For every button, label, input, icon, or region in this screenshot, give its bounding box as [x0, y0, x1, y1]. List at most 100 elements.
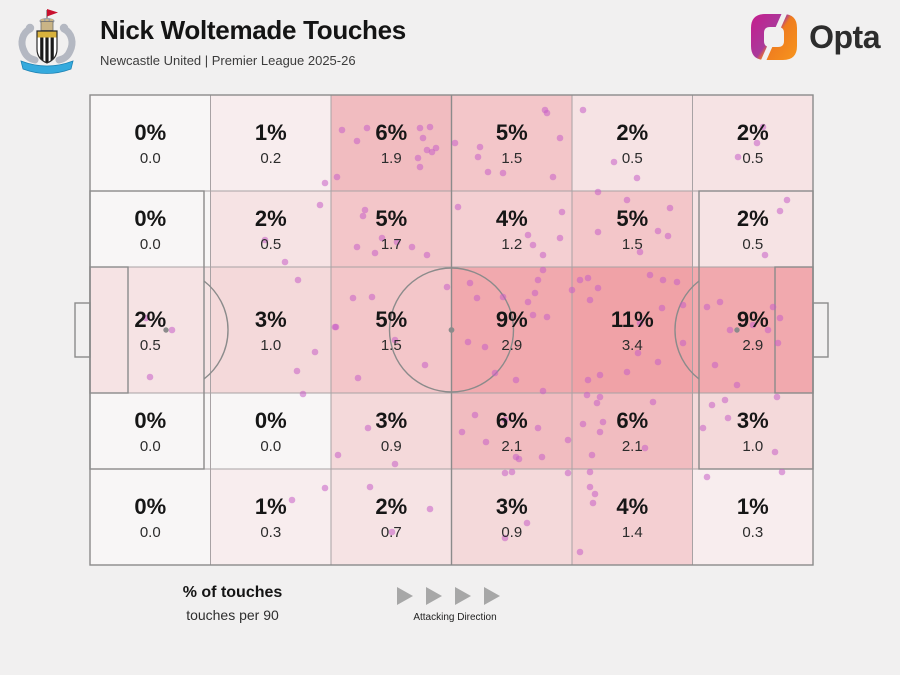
touch-dot	[556, 234, 564, 242]
touch-dot	[721, 396, 729, 404]
touch-dot	[529, 311, 537, 319]
touch-dot	[539, 387, 547, 395]
zone-cell	[210, 468, 332, 566]
touch-dot	[549, 173, 557, 181]
touch-dot	[414, 154, 422, 162]
zone-cell	[692, 190, 814, 268]
touch-dot	[594, 228, 602, 236]
touch-dot	[524, 298, 532, 306]
touch-dot	[539, 266, 547, 274]
touch-dot	[146, 373, 154, 381]
touch-dot	[359, 212, 367, 220]
zone-pct-label: 9%	[496, 307, 528, 332]
touch-dot	[776, 207, 784, 215]
right-penalty-spot	[734, 327, 740, 333]
touch-dot	[311, 348, 319, 356]
zone-pct-label: 6%	[496, 408, 528, 433]
touch-dot	[281, 258, 289, 266]
touch-dot	[641, 444, 649, 452]
zone-cell	[451, 392, 573, 470]
touch-dot	[588, 451, 596, 459]
zone-pct-label: 9%	[737, 307, 769, 332]
touch-dot	[393, 238, 401, 246]
touch-dot	[666, 204, 674, 212]
zone-per90-label: 0.0	[140, 524, 161, 541]
touch-dot	[354, 374, 362, 382]
zone-cell	[89, 94, 211, 192]
zone-per90-label: 0.0	[140, 438, 161, 455]
touch-dot	[711, 361, 719, 369]
zone-cell	[451, 266, 573, 394]
touch-dot	[364, 424, 372, 432]
attacking-direction-arrow-icon	[397, 587, 413, 605]
attacking-direction-label: Attacking Direction	[413, 612, 497, 623]
touch-dot	[664, 232, 672, 240]
touch-dot	[474, 153, 482, 161]
touch-dot	[596, 393, 604, 401]
touch-dot	[501, 469, 509, 477]
zone-cell	[330, 190, 452, 268]
opta-wordmark: Opta	[809, 18, 880, 55]
zone-per90-label: 0.5	[742, 236, 763, 253]
touch-dot	[634, 349, 642, 357]
attacking-direction-legend: Attacking Direction	[380, 586, 530, 623]
zone-per90-label: 0.5	[260, 236, 281, 253]
touch-dot	[654, 227, 662, 235]
touch-dots	[142, 106, 791, 556]
touch-dot	[499, 169, 507, 177]
touch-dot	[293, 367, 301, 375]
zone-cell	[692, 94, 814, 192]
touch-dot	[168, 326, 176, 334]
legend-pct-label: % of touches	[182, 584, 283, 601]
touch-dot	[501, 416, 509, 424]
touch-dot	[391, 336, 399, 344]
touch-dot	[416, 163, 424, 171]
zone-cells	[89, 94, 814, 566]
touch-dot	[539, 251, 547, 259]
touch-dot	[659, 276, 667, 284]
touch-dot	[556, 134, 564, 142]
zone-per90-label: 2.1	[622, 438, 643, 455]
zone-per90-label: 1.9	[381, 150, 402, 167]
zone-per90-label: 1.0	[260, 337, 281, 354]
touch-dot	[589, 499, 597, 507]
zone-cell	[210, 94, 332, 192]
zone-cell	[330, 94, 452, 192]
touch-dot	[636, 319, 644, 327]
touch-dot	[679, 301, 687, 309]
zone-per90-label: 0.3	[260, 524, 281, 541]
touch-dot	[708, 401, 716, 409]
attacking-direction-arrow-icon	[455, 587, 471, 605]
zone-per90-label: 0.0	[140, 150, 161, 167]
zone-cell	[692, 266, 814, 394]
touch-dot	[761, 251, 769, 259]
touch-dot	[646, 271, 654, 279]
touch-dot	[321, 484, 329, 492]
zone-pct-label: 6%	[375, 120, 407, 145]
zone-cell	[210, 392, 332, 470]
left-six-yard-box	[89, 266, 129, 394]
touch-dot	[596, 428, 604, 436]
touch-dot	[599, 418, 607, 426]
touch-dot	[776, 314, 784, 322]
touch-dot	[454, 203, 462, 211]
header-titles: Nick Woltemade Touches Newcastle United …	[100, 15, 406, 68]
touch-dot	[443, 283, 451, 291]
touch-dot	[749, 321, 757, 329]
zone-per90-label: 0.2	[260, 150, 281, 167]
touch-dot	[261, 236, 269, 244]
zone-per90-label: 1.5	[501, 150, 522, 167]
touch-dot	[774, 339, 782, 347]
touch-dot	[654, 358, 662, 366]
touch-dot	[491, 369, 499, 377]
right-goal	[812, 302, 829, 358]
left-penalty-spot	[163, 327, 169, 333]
attacking-direction-arrow-icon	[426, 587, 442, 605]
zone-per90-label: 3.4	[622, 337, 643, 354]
touch-dot	[759, 123, 767, 131]
right-penalty-arc	[674, 280, 700, 380]
touch-dot	[466, 279, 474, 287]
zone-cell	[210, 190, 332, 268]
touch-dot	[703, 473, 711, 481]
